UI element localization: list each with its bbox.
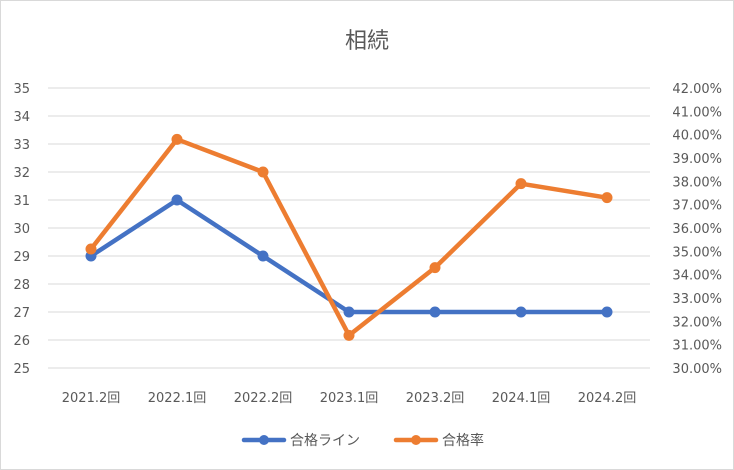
data-point — [429, 306, 441, 318]
left-tick-label: 25 — [13, 362, 30, 377]
left-tick-label: 35 — [13, 82, 30, 97]
data-point — [257, 250, 269, 262]
x-tick-label: 2022.2回 — [234, 391, 293, 406]
right-tick-label: 33.00% — [672, 292, 722, 307]
left-tick-label: 29 — [13, 250, 30, 265]
data-point — [601, 306, 613, 318]
right-tick-label: 31.00% — [672, 339, 722, 354]
x-tick-label: 2024.1回 — [492, 391, 551, 406]
right-tick-label: 42.00% — [672, 82, 722, 97]
data-point — [601, 192, 613, 204]
left-axis-ticks: 25 26 27 28 29 30 31 32 33 34 35 — [13, 82, 30, 377]
x-tick-label: 2023.1回 — [320, 391, 379, 406]
left-tick-label: 30 — [13, 222, 30, 237]
left-tick-label: 27 — [13, 306, 30, 321]
left-tick-label: 32 — [13, 166, 30, 181]
x-axis-ticks: 2021.2回 2022.1回 2022.2回 2023.1回 2023.2回 2024.… — [62, 391, 637, 406]
data-point — [257, 166, 269, 178]
x-tick-label: 2023.2回 — [406, 391, 465, 406]
legend-label: 合格ライン — [290, 433, 360, 449]
data-point — [515, 306, 527, 318]
data-point — [429, 262, 441, 274]
data-point — [171, 194, 183, 206]
right-tick-label: 39.00% — [672, 152, 722, 167]
series-layer — [85, 133, 613, 341]
left-tick-label: 34 — [13, 110, 30, 125]
right-tick-label: 40.00% — [672, 129, 722, 144]
gridlines — [48, 87, 650, 369]
right-tick-label: 34.00% — [672, 269, 722, 284]
left-tick-label: 26 — [13, 334, 30, 349]
right-tick-label: 38.00% — [672, 175, 722, 190]
data-point — [171, 133, 183, 145]
right-tick-label: 41.00% — [672, 105, 722, 120]
data-point — [343, 306, 355, 318]
data-point — [515, 178, 527, 190]
legend: 合格ライン 合格率 — [241, 432, 484, 449]
right-tick-label: 30.00% — [672, 362, 722, 377]
right-tick-label: 37.00% — [672, 199, 722, 214]
left-tick-label: 28 — [13, 278, 30, 293]
legend-swatch-marker — [411, 435, 421, 445]
right-tick-label: 32.00% — [672, 315, 722, 330]
right-tick-label: 35.00% — [672, 245, 722, 260]
right-axis-ticks: 30.00% 31.00% 32.00% 33.00% 34.00% 35.00% 36.0… — [672, 82, 722, 377]
x-tick-label: 2021.2回 — [62, 391, 121, 406]
right-tick-label: 36.00% — [672, 222, 722, 237]
x-tick-label: 2024.2回 — [578, 391, 637, 406]
legend-label: 合格率 — [442, 432, 484, 449]
series-line-1 — [88, 137, 610, 338]
chart-title: 相続 — [345, 29, 389, 54]
data-point — [85, 243, 97, 255]
left-tick-label: 33 — [13, 138, 30, 153]
data-point — [343, 329, 355, 341]
left-tick-label: 31 — [13, 194, 30, 209]
legend-swatch-marker — [259, 435, 269, 445]
x-tick-label: 2022.1回 — [148, 391, 207, 406]
